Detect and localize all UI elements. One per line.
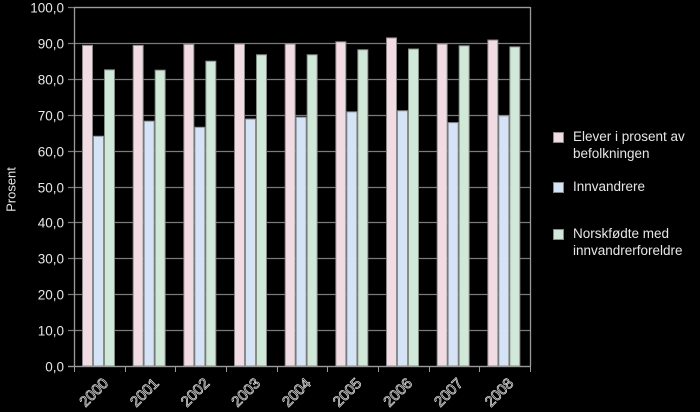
axes <box>68 6 532 372</box>
bar-2002-1 <box>194 126 206 367</box>
bar-2000-1 <box>93 135 104 367</box>
legend-swatch-green <box>553 229 564 240</box>
bar-2002-2 <box>205 60 217 367</box>
bar-2006-2 <box>408 48 419 367</box>
x-tick-label: 2000 <box>76 375 112 411</box>
bar-2000-2 <box>104 69 115 367</box>
bar-2000-0 <box>82 44 93 367</box>
bar-2007-2 <box>458 45 470 367</box>
y-tick-label: 20,0 <box>38 288 64 303</box>
bar-2003-2 <box>256 54 267 367</box>
bar-2005-0 <box>335 41 347 367</box>
bar-2001-2 <box>154 69 166 367</box>
legend-label: befolkningen <box>573 146 650 161</box>
x-tick-label: 2001 <box>127 375 163 411</box>
y-tick-labels: 0,0 10,0 20,0 30,0 40,0 50,0 60,0 70,0 80,0 90,0 1… <box>30 1 64 375</box>
y-tick-label: 10,0 <box>38 324 64 339</box>
legend-item-norskfodte: Norskfødte med innvandrerforeldre <box>553 225 700 259</box>
bar-2002-0 <box>183 43 195 367</box>
legend-item-elever: Elever i prosent av befolkningen <box>553 128 700 162</box>
y-tick-label: 30,0 <box>38 252 64 267</box>
bar-2003-0 <box>234 43 245 367</box>
y-tick-label: 40,0 <box>38 216 64 231</box>
y-tick-label: 50,0 <box>38 181 64 196</box>
legend-label: Elever i prosent av <box>573 129 685 144</box>
legend-label: Innvandrere <box>573 179 646 194</box>
bar-2004-2 <box>306 54 318 367</box>
x-tick-label: 2002 <box>178 375 214 411</box>
bar-2006-1 <box>397 110 408 367</box>
legend-label: Norskfødte med <box>573 226 670 241</box>
x-tick-label: 2007 <box>431 375 467 411</box>
bar-2006-0 <box>386 37 397 367</box>
y-tick-label: 100,0 <box>30 1 64 16</box>
bar-2008-0 <box>487 39 499 367</box>
x-tick-label: 2004 <box>279 375 315 411</box>
bar-2008-2 <box>509 46 521 367</box>
y-tick-label: 60,0 <box>38 145 64 160</box>
bar-2007-0 <box>436 43 448 367</box>
x-tick-label: 2003 <box>228 375 264 411</box>
bar-2003-1 <box>245 118 256 367</box>
bars <box>82 37 521 367</box>
y-tick-label: 70,0 <box>38 109 64 124</box>
x-tick-labels: 2000 2001 2002 2003 2004 2005 2006 2007 2008 <box>76 375 518 411</box>
x-tick-label: 2008 <box>482 375 518 411</box>
bar-2005-1 <box>346 111 358 367</box>
legend-item-innvandrere: Innvandrere <box>553 178 700 195</box>
x-tick-label: 2006 <box>380 375 416 411</box>
bar-2001-0 <box>132 44 144 367</box>
legend-label: innvandrerforeldre <box>573 243 683 258</box>
bar-2008-1 <box>498 115 510 367</box>
x-tick-label: 2005 <box>330 375 366 411</box>
bar-2004-0 <box>284 43 296 367</box>
bar-2004-1 <box>295 116 307 367</box>
legend-swatch-blue <box>553 182 564 193</box>
bar-2007-1 <box>447 122 459 367</box>
bar-2001-1 <box>143 120 155 367</box>
y-axis-label: Prosent <box>3 167 19 212</box>
y-tick-label: 0,0 <box>45 360 64 375</box>
legend-swatch-pink <box>553 132 564 143</box>
bar-2005-2 <box>357 49 369 367</box>
y-tick-label: 90,0 <box>38 37 64 52</box>
y-tick-label: 80,0 <box>38 73 64 88</box>
legend: Elever i prosent av befolkningen Innvand… <box>553 128 700 259</box>
